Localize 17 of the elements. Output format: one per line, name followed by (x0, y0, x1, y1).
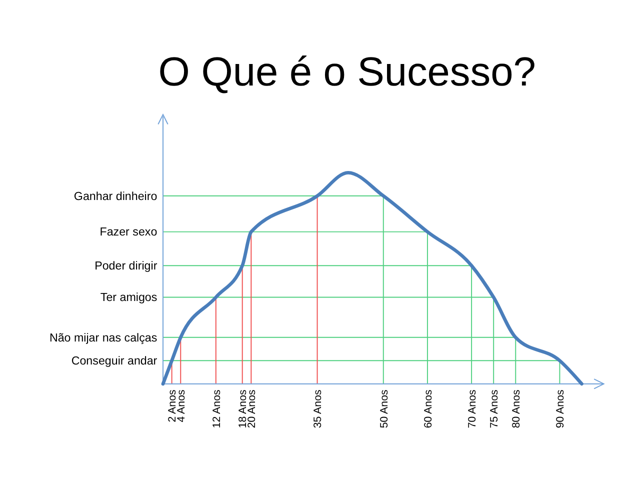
x-tick-label: 60 Anos (422, 390, 434, 428)
ref-line-label: Não mijar nas calças (49, 331, 158, 344)
ref-line-label: Poder dirigir (94, 259, 158, 272)
x-tick-label: 90 Anos (554, 390, 567, 428)
ref-line-label: Ter amigos (100, 291, 158, 304)
x-tick-label: 80 Anos (510, 390, 522, 428)
chart-title: O Que é o Sucesso? (158, 48, 536, 94)
ref-line-label: Ganhar dinheiro (74, 190, 158, 203)
x-tick-label: 4 Anos (176, 390, 188, 422)
x-tick-label: 70 Anos (466, 390, 478, 428)
ref-line-label: Fazer sexo (100, 226, 158, 239)
x-tick-label: 12 Anos (210, 390, 223, 428)
x-tick-label: 35 Anos (312, 390, 324, 428)
ref-line-label: Conseguir andar (71, 354, 158, 368)
x-tick-label: 50 Anos (378, 390, 390, 428)
x-tick-label: 75 Anos (488, 390, 500, 428)
x-tick-label: 20 Anos (246, 390, 258, 428)
